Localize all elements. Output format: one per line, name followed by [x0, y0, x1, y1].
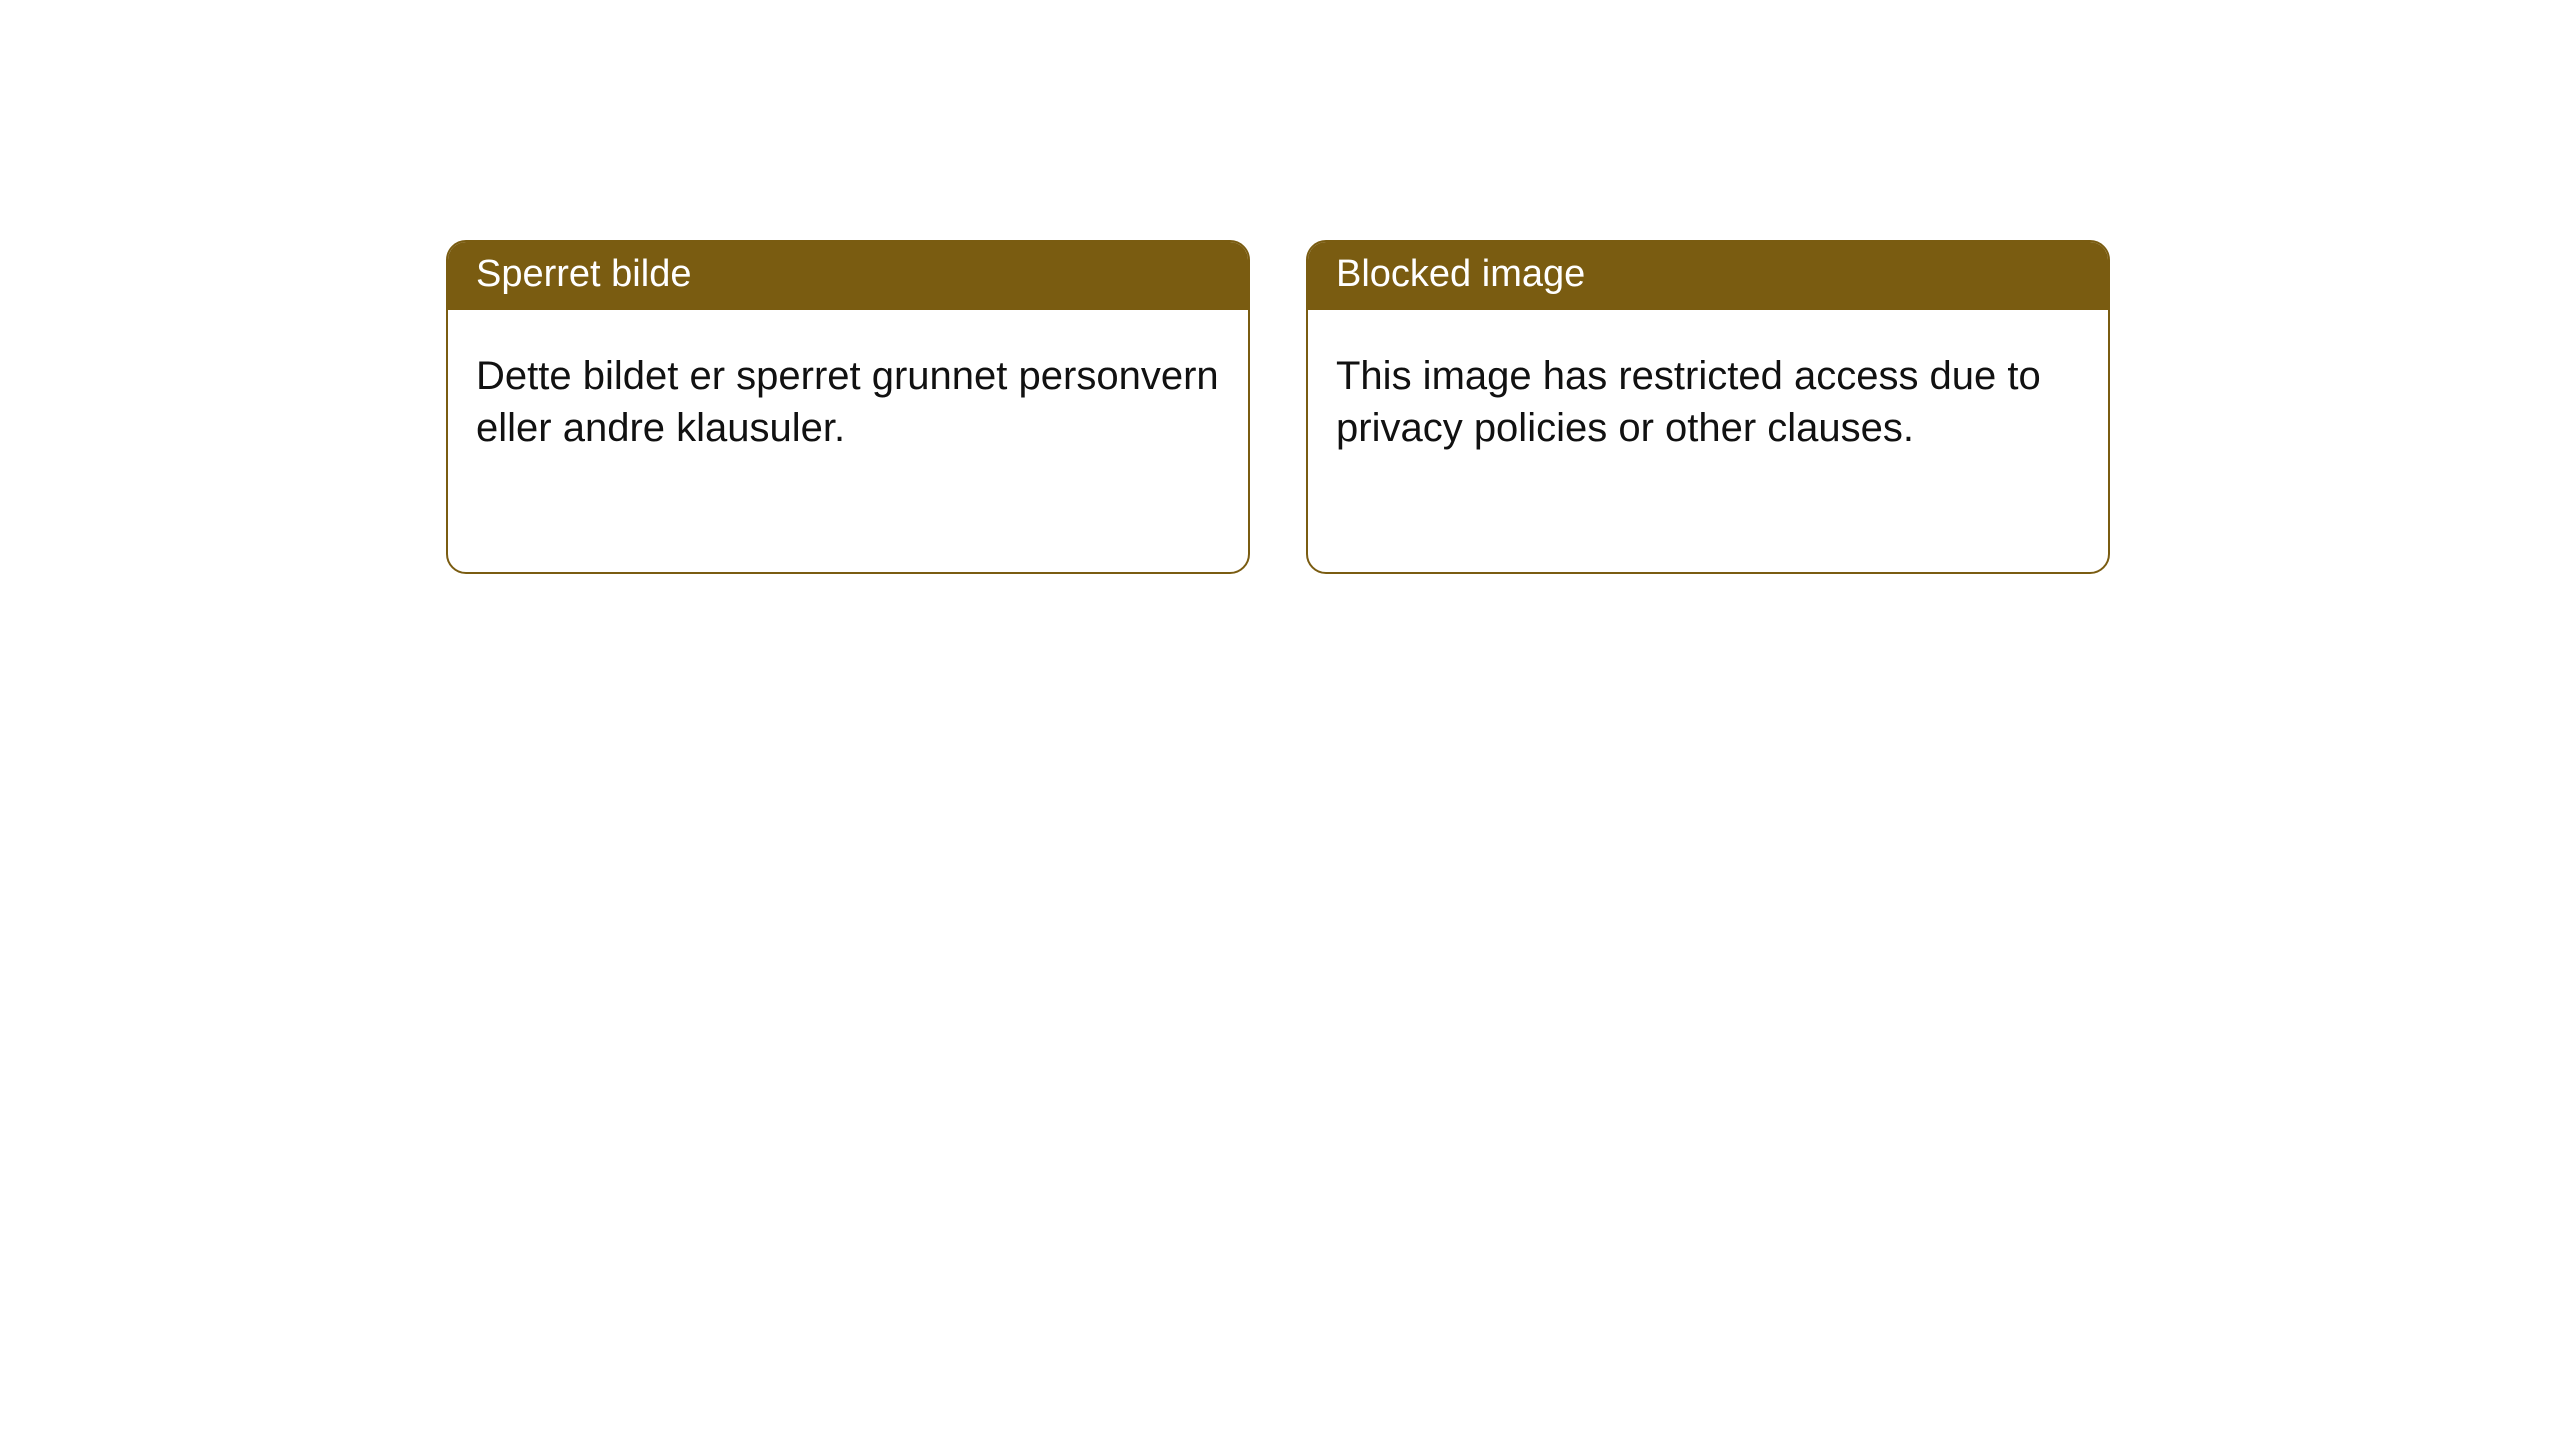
notice-title: Blocked image — [1308, 242, 2108, 310]
notice-card-english: Blocked image This image has restricted … — [1306, 240, 2110, 574]
notice-body-text: This image has restricted access due to … — [1308, 310, 2108, 474]
notice-card-norwegian: Sperret bilde Dette bildet er sperret gr… — [446, 240, 1250, 574]
notice-title: Sperret bilde — [448, 242, 1248, 310]
notice-body-text: Dette bildet er sperret grunnet personve… — [448, 310, 1248, 474]
notice-container: Sperret bilde Dette bildet er sperret gr… — [0, 0, 2560, 574]
